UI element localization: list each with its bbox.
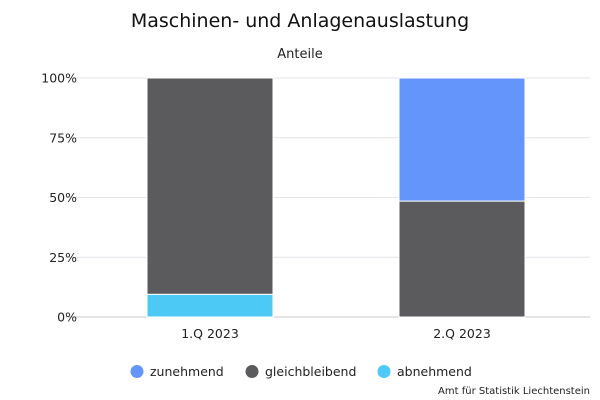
bar-segment-gleichbleibend bbox=[146, 77, 274, 295]
legend-swatch-abnehmend bbox=[377, 365, 391, 378]
y-tick-label: 100% bbox=[41, 71, 77, 86]
bars bbox=[146, 77, 526, 318]
y-axis: 0% 25% 50% 75% 100% bbox=[41, 71, 77, 325]
legend-swatch-zunehmend bbox=[130, 365, 144, 378]
y-tick-label: 0% bbox=[57, 310, 77, 325]
legend: zunehmend gleichbleibend abnehmend bbox=[130, 364, 472, 379]
y-tick-label: 25% bbox=[49, 250, 77, 265]
chart-subtitle: Anteile bbox=[277, 47, 322, 62]
source-note: Amt für Statistik Liechtenstein bbox=[438, 386, 590, 397]
x-tick-label: 2.Q 2023 bbox=[433, 326, 491, 341]
x-tick-label: 1.Q 2023 bbox=[181, 326, 239, 341]
y-tick-label: 75% bbox=[49, 130, 77, 145]
legend-label-abnehmend: abnehmend bbox=[397, 364, 472, 379]
legend-label-zunehmend: zunehmend bbox=[150, 364, 224, 379]
bar-segment-abnehmend bbox=[146, 293, 274, 318]
chart-title: Maschinen- und Anlagenauslastung bbox=[131, 10, 469, 32]
bar-segment-gleichbleibend bbox=[398, 200, 526, 318]
x-axis: 1.Q 2023 2.Q 2023 bbox=[181, 326, 491, 341]
y-tick-label: 50% bbox=[49, 190, 77, 205]
bar-segment-zunehmend bbox=[398, 77, 526, 202]
legend-swatch-gleichbleibend bbox=[245, 365, 259, 378]
legend-label-gleichbleibend: gleichbleibend bbox=[265, 364, 356, 379]
